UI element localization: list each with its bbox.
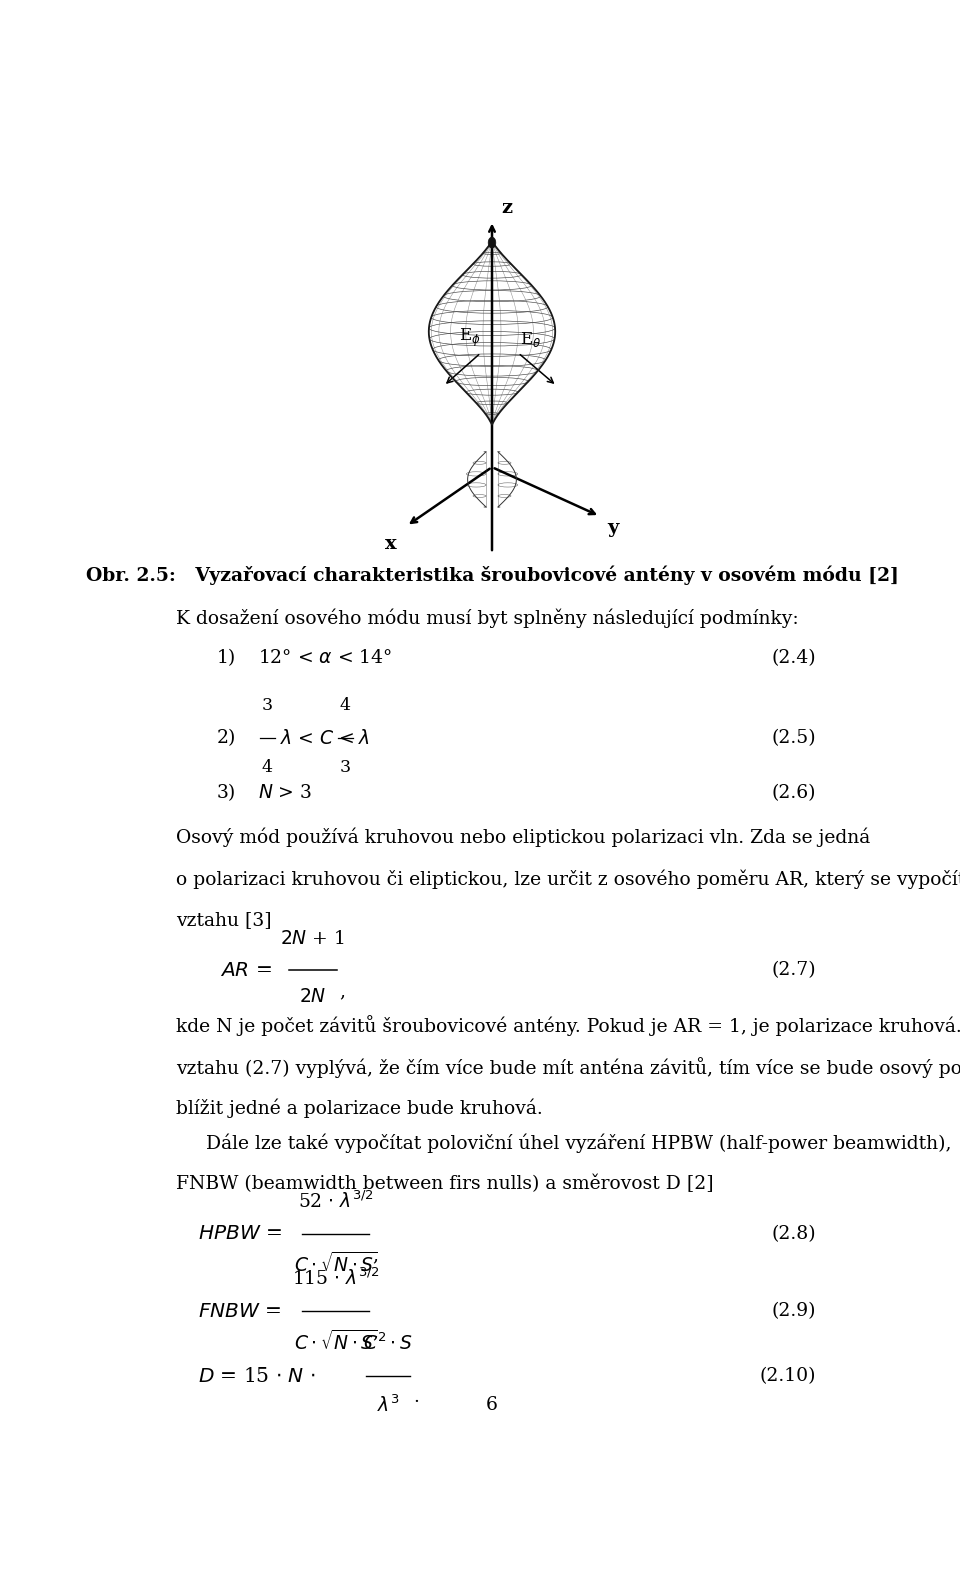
Text: $HPBW$ =: $HPBW$ =	[198, 1225, 282, 1243]
Text: E$_\theta$: E$_\theta$	[519, 330, 540, 349]
Text: o polarizaci kruhovou či eliptickou, lze určit z osového poměru ​AR, který se vy: o polarizaci kruhovou či eliptickou, lze…	[176, 870, 960, 889]
Text: 52 $\cdot$ $\lambda^{3/2}$: 52 $\cdot$ $\lambda^{3/2}$	[298, 1190, 373, 1212]
Text: $2N$: $2N$	[299, 988, 326, 1007]
Text: $\lambda$: $\lambda$	[358, 728, 370, 747]
Text: (2.10): (2.10)	[759, 1367, 816, 1384]
Text: $N$ > 3: $N$ > 3	[257, 784, 312, 801]
Text: $AR$ =: $AR$ =	[221, 961, 273, 980]
Text: vztahu [3]: vztahu [3]	[176, 911, 272, 929]
Text: 115 $\cdot$ $\lambda^{3/2}$: 115 $\cdot$ $\lambda^{3/2}$	[292, 1268, 379, 1289]
Text: (2.8): (2.8)	[771, 1225, 816, 1243]
Text: 1): 1)	[217, 648, 236, 667]
Text: 3: 3	[262, 696, 273, 714]
Text: vztahu (2.7) vyplývá, že čím více bude mít anténa závitů, tím více se bude osový: vztahu (2.7) vyplývá, že čím více bude m…	[176, 1058, 960, 1078]
Text: $\lambda^3$: $\lambda^3$	[376, 1394, 399, 1416]
Text: kde N je počet závitů šroubovicové antény. Pokud je ​AR​ = 1, je polarizace kruh: kde N je počet závitů šroubovicové antén…	[176, 1015, 960, 1037]
Text: $\lambda$ < $C$ <: $\lambda$ < $C$ <	[280, 728, 354, 747]
Text: 12° < $\mathit{\alpha}$ < 14°: 12° < $\mathit{\alpha}$ < 14°	[257, 648, 392, 667]
Text: ,: ,	[372, 1246, 378, 1263]
Text: (2.4): (2.4)	[771, 648, 816, 667]
Text: 2): 2)	[217, 730, 236, 747]
Text: $FNBW$ =: $FNBW$ =	[198, 1301, 281, 1321]
Text: $C^2 \cdot S$: $C^2 \cdot S$	[363, 1332, 413, 1354]
Text: y: y	[608, 519, 618, 537]
Text: (2.5): (2.5)	[771, 730, 816, 747]
Text: blížit jedné a polarizace bude kruhová.: blížit jedné a polarizace bude kruhová.	[176, 1099, 542, 1118]
Text: ,: ,	[340, 983, 346, 1000]
Text: (2.7): (2.7)	[771, 961, 816, 980]
Text: E$_\phi$: E$_\phi$	[459, 327, 481, 349]
Text: $2N$ + 1: $2N$ + 1	[280, 930, 345, 948]
Text: 6: 6	[486, 1395, 498, 1413]
Text: Obr. 2.5:   Vyzařovací charakteristika šroubovicové antény v osovém módu [2]: Obr. 2.5: Vyzařovací charakteristika šro…	[85, 566, 899, 585]
Text: .: .	[413, 1389, 419, 1407]
Text: $D$ = 15 $\cdot$ $N$ $\cdot$: $D$ = 15 $\cdot$ $N$ $\cdot$	[198, 1367, 316, 1386]
Text: $C \cdot \sqrt{N \cdot S}$: $C \cdot \sqrt{N \cdot S}$	[294, 1330, 377, 1354]
Text: $C \cdot \sqrt{N \cdot S}$: $C \cdot \sqrt{N \cdot S}$	[294, 1252, 377, 1276]
Text: z: z	[501, 199, 512, 217]
Text: x: x	[385, 535, 396, 553]
Text: K dosažení osového módu musí byt splněny následující podmínky:: K dosažení osového módu musí byt splněny…	[176, 609, 799, 628]
Text: (2.6): (2.6)	[771, 784, 816, 801]
Text: (2.9): (2.9)	[771, 1301, 816, 1321]
Text: 3: 3	[340, 760, 351, 776]
Text: Dále lze také vypočítat poloviční úhel vyzáření ​HPBW​ (half-power beamwidth),: Dále lze také vypočítat poloviční úhel v…	[176, 1133, 951, 1153]
Text: 4: 4	[262, 760, 273, 776]
Text: Osový mód používá kruhovou nebo eliptickou polarizaci vln. Zda se jedná: Osový mód používá kruhovou nebo eliptick…	[176, 828, 870, 847]
Text: ,: ,	[372, 1324, 378, 1341]
Text: 4: 4	[340, 696, 351, 714]
Text: ​FNBW​ (beamwidth between firs nulls) a směrovost ​D​ [2]: ​FNBW​ (beamwidth between firs nulls) a …	[176, 1176, 713, 1193]
Ellipse shape	[489, 237, 495, 249]
Text: 3): 3)	[217, 784, 236, 801]
